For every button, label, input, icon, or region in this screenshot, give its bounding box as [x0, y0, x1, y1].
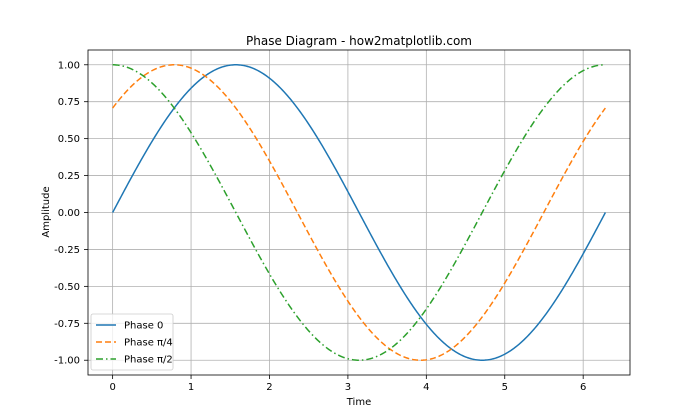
x-tick-label: 3	[345, 382, 351, 393]
series-lines	[111, 64, 607, 361]
grid	[88, 50, 630, 375]
chart-title: Phase Diagram - how2matplotlib.com	[246, 34, 472, 48]
legend: Phase 0 Phase π/4 Phase π/2	[90, 313, 174, 371]
legend-label-1: Phase 0	[124, 321, 163, 332]
y-tick-label: -1.00	[54, 356, 80, 367]
x-axis-title: Time	[346, 397, 371, 408]
series-line-1	[111, 64, 607, 361]
legend-label-3: Phase π/2	[124, 355, 173, 366]
y-tick-label: -0.50	[54, 282, 80, 293]
y-tick-label: 0.25	[58, 171, 80, 182]
series-line-3	[112, 64, 606, 361]
x-tick-label: 0	[109, 382, 115, 393]
axis-ticks: 0 1 2 3 4 5 6 -1.00 -0.75 -0.50 -0.25 0.00 0.25 0.50 0…	[54, 60, 586, 393]
y-tick-label: -0.75	[54, 319, 80, 330]
y-tick-label: -0.25	[54, 245, 80, 256]
y-axis-title: Amplitude	[41, 186, 52, 237]
y-tick-label: 0.00	[58, 208, 80, 219]
series-line-2	[112, 64, 606, 361]
x-tick-label: 5	[502, 382, 508, 393]
x-tick-label: 2	[266, 382, 272, 393]
x-tick-label: 6	[580, 382, 586, 393]
legend-label-2: Phase π/4	[124, 338, 173, 349]
y-tick-label: 0.75	[58, 97, 80, 108]
x-tick-label: 4	[423, 382, 429, 393]
y-tick-label: 1.00	[58, 60, 80, 71]
y-tick-label: 0.50	[58, 134, 80, 145]
legend-box	[90, 313, 174, 371]
x-tick-label: 1	[188, 382, 194, 393]
